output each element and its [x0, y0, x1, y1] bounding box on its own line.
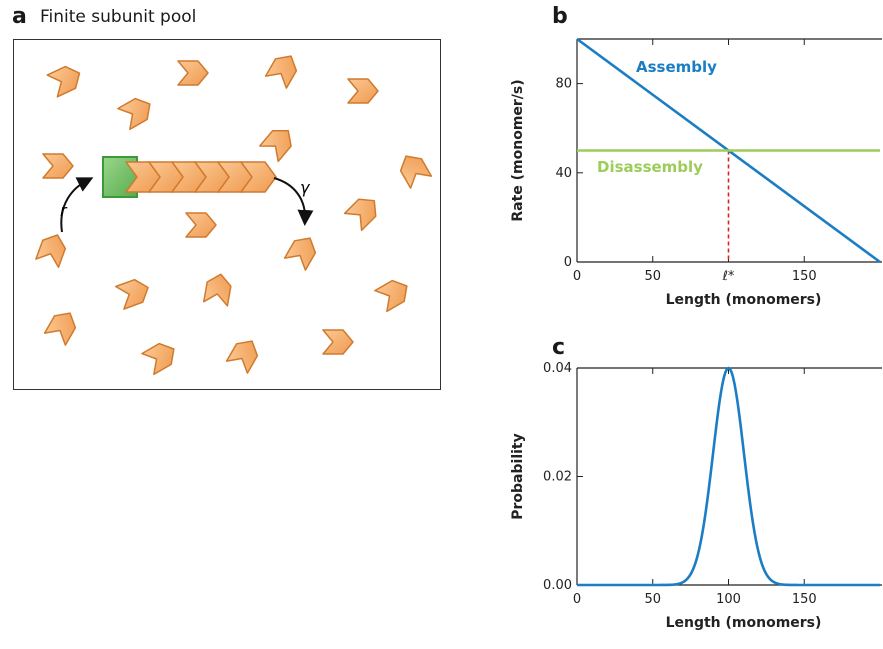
free-subunit [323, 330, 353, 354]
x-tick-label: 0 [573, 592, 581, 607]
x-axis-title: Length (monomers) [666, 292, 822, 308]
distribution-line [577, 368, 880, 585]
free-subunit [345, 192, 383, 230]
y-axis-title: Rate (monomer/s) [510, 79, 526, 221]
panel-b-letter: b [552, 4, 568, 29]
x-tick-label: 50 [644, 269, 661, 284]
free-subunit [375, 276, 413, 312]
x-tick-label: 100 [716, 592, 741, 607]
free-subunit [142, 339, 180, 375]
x-tick-label: 0 [573, 269, 581, 284]
free-subunit [260, 123, 298, 161]
assembly-label: Assembly [636, 58, 717, 76]
rate-chart: 0 50 ℓ* 150 0 40 80 Rate (monomer/s) Length (mon… [500, 28, 883, 320]
free-subunit [285, 232, 321, 270]
free-subunit [178, 61, 208, 85]
disassembly-label: Disassembly [597, 158, 703, 176]
free-subunit [45, 307, 81, 345]
x-tick-label: 150 [792, 592, 817, 607]
rate-gamma-label: γ [300, 178, 311, 197]
free-subunit [36, 231, 69, 267]
free-subunit [116, 276, 152, 309]
panel-c-letter: c [552, 335, 565, 360]
free-subunit [47, 62, 84, 96]
lstar-tick-label: ℓ* [722, 269, 735, 284]
probability-chart: 0 50 100 150 0.00 0.02 0.04 Probability Length (… [500, 360, 883, 649]
y-tick-label: 0.02 [543, 470, 572, 485]
free-subunit [227, 335, 263, 373]
y-tick-label: 0 [564, 255, 572, 270]
y-tick-label: 0.04 [543, 361, 572, 376]
rate-r-label: r [60, 201, 68, 220]
x-tick-label: 150 [792, 269, 817, 284]
free-subunit [348, 79, 378, 103]
y-axis-title: Probability [510, 433, 526, 520]
x-tick-label: 50 [644, 592, 661, 607]
x-axis-title: Length (monomers) [666, 615, 822, 631]
y-tick-label: 80 [555, 77, 572, 92]
free-subunit [266, 50, 302, 88]
free-subunit [118, 94, 156, 130]
y-tick-label: 40 [555, 166, 572, 181]
free-subunit [186, 213, 216, 237]
subunit-pool-diagram: r γ [0, 0, 450, 400]
free-subunit [204, 272, 233, 306]
free-subunit [396, 150, 432, 188]
y-tick-label: 0.00 [543, 578, 572, 593]
free-subunit [43, 154, 73, 178]
